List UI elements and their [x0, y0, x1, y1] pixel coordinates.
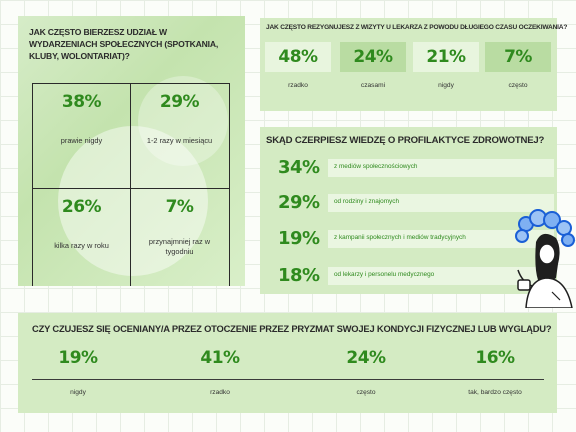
appearance-column: 19% nigdy: [23, 347, 133, 396]
appearance-column: 16% tak, bardzo często: [440, 347, 550, 396]
cell-percent: 7%: [165, 197, 194, 217]
column-percent: 24%: [346, 348, 386, 368]
row-label: od lekarzy i personelu medycznego: [334, 271, 435, 278]
row-bar: [328, 230, 554, 248]
background-photo-blob: [58, 126, 208, 276]
column-percent: 7%: [485, 42, 551, 72]
knowledge-row: 29% od rodziny i znajomych: [266, 192, 554, 214]
doctor-visits-title: JAK CZĘSTO REZYGNUJESZ Z WIZYTY U LEKARZ…: [266, 24, 568, 31]
appearance-column: 24% często: [311, 347, 421, 396]
row-bar: [328, 194, 554, 212]
health-knowledge-panel: SKĄD CZERPIESZ WIEDZĘ O PROFILAKTYCE ZDR…: [260, 127, 557, 294]
grid-divider: [130, 84, 132, 286]
social-events-panel: JAK CZĘSTO BIERZESZ UDZIAŁ W WYDARZENIAC…: [18, 16, 245, 286]
cell-label: 1-2 razy w miesiącu: [146, 136, 213, 145]
doctor-visits-column: 48% rzadko: [265, 42, 331, 102]
row-percent: 19%: [278, 228, 320, 249]
column-label: często: [508, 82, 528, 89]
cell-label: kilka razy w roku: [54, 241, 109, 250]
appearance-column: 41% rzadko: [165, 347, 275, 396]
row-label: od rodziny i znajomych: [334, 198, 400, 205]
column-percent: 21%: [413, 42, 479, 72]
column-label: rzadko: [210, 389, 230, 396]
column-label: nigdy: [70, 389, 86, 396]
doctor-visits-column: 7% często: [485, 42, 551, 102]
social-events-grid: 38% prawie nigdy 29% 1-2 razy w miesiącu…: [32, 83, 230, 286]
column-percent: 19%: [58, 348, 98, 368]
grid-cell: 7% przynajmniej raz w tygodniu: [131, 189, 228, 286]
divider-line: [32, 379, 544, 381]
row-percent: 18%: [278, 265, 320, 286]
appearance-judgment-title: CZY CZUJESZ SIĘ OCENIANY/A PRZEZ OTOCZEN…: [32, 323, 552, 334]
grid-divider: [33, 188, 229, 190]
row-bar: [328, 159, 554, 177]
knowledge-row: 34% z mediów społecznościowych: [266, 157, 554, 179]
cell-label: prawie nigdy: [60, 136, 103, 145]
row-bar: [328, 267, 554, 285]
cell-percent: 26%: [61, 197, 102, 217]
woman-illustration-icon: [512, 208, 576, 309]
row-label: z kampanii społecznych i mediów tradycyj…: [334, 234, 466, 241]
column-label: rzadko: [288, 82, 308, 89]
column-percent: 24%: [340, 42, 406, 72]
column-label: często: [356, 389, 376, 396]
social-events-title: JAK CZĘSTO BIERZESZ UDZIAŁ W WYDARZENIAC…: [29, 27, 219, 61]
health-knowledge-title: SKĄD CZERPIESZ WIEDZĘ O PROFILAKTYCE ZDR…: [266, 135, 545, 146]
column-percent: 48%: [265, 42, 331, 72]
knowledge-row: 18% od lekarzy i personelu medycznego: [266, 265, 554, 287]
column-percent: 41%: [200, 348, 240, 368]
cell-percent: 38%: [61, 92, 102, 112]
column-percent: 16%: [475, 348, 515, 368]
column-label: tak, bardzo często: [468, 389, 522, 396]
knowledge-row: 19% z kampanii społecznych i mediów trad…: [266, 228, 554, 250]
row-label: z mediów społecznościowych: [334, 163, 418, 170]
appearance-judgment-panel: CZY CZUJESZ SIĘ OCENIANY/A PRZEZ OTOCZEN…: [18, 313, 557, 413]
doctor-visits-column: 24% czasami: [340, 42, 406, 102]
grid-cell: 29% 1-2 razy w miesiącu: [131, 84, 228, 188]
background-photo-blob: [138, 76, 228, 166]
row-percent: 34%: [278, 157, 320, 178]
cell-percent: 29%: [159, 92, 200, 112]
grid-cell: 38% prawie nigdy: [33, 84, 130, 188]
cell-label: przynajmniej raz w tygodniu: [148, 237, 211, 256]
doctor-visits-panel: JAK CZĘSTO REZYGNUJESZ Z WIZYTY U LEKARZ…: [260, 18, 567, 111]
grid-cell: 26% kilka razy w roku: [33, 189, 130, 286]
column-label: czasami: [360, 82, 386, 89]
row-percent: 29%: [278, 192, 320, 213]
column-label: nigdy: [438, 82, 454, 89]
doctor-visits-column: 21% nigdy: [413, 42, 479, 102]
